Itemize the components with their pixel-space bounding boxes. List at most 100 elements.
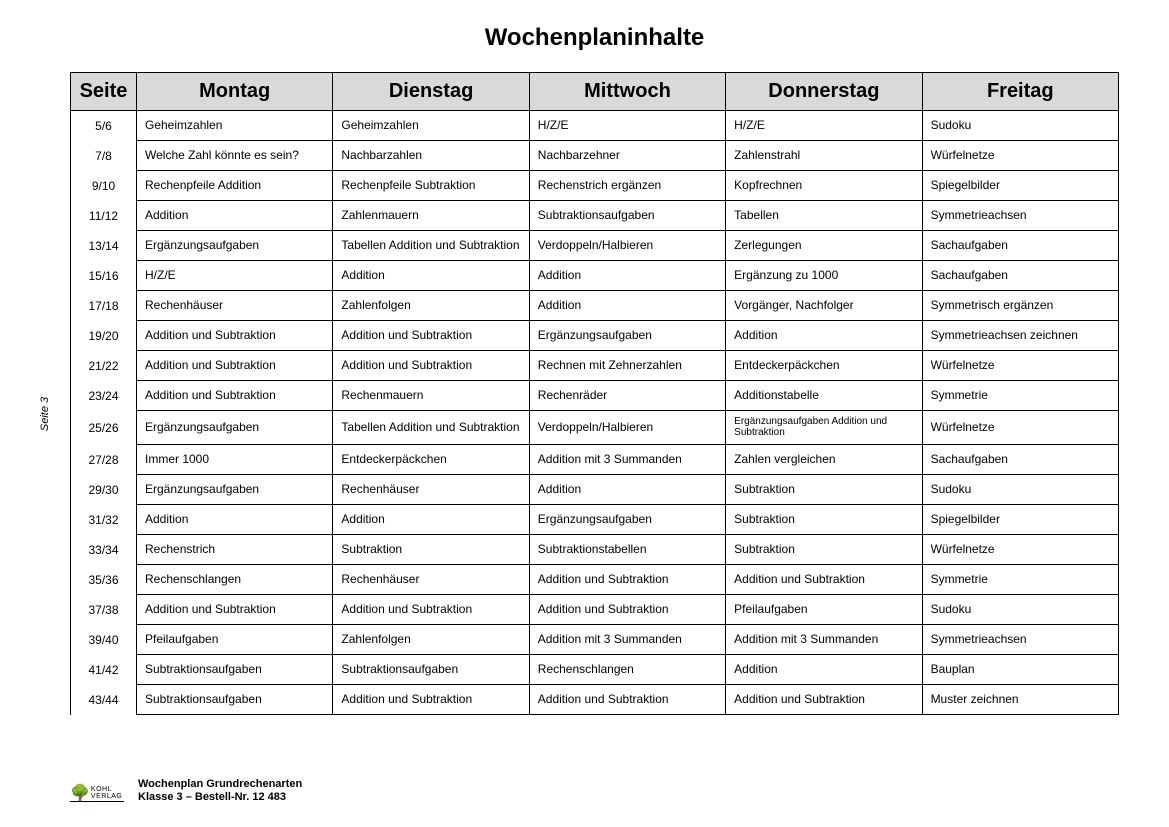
day-cell: Ergänzungsaufgaben — [137, 411, 333, 445]
seite-cell: 35/36 — [71, 565, 137, 595]
day-cell: Zahlenfolgen — [333, 625, 529, 655]
page: Seite 3 Wochenplaninhalte Seite Montag D… — [0, 0, 1169, 827]
day-cell: Addition — [333, 261, 529, 291]
day-cell: Sachaufgaben — [922, 261, 1118, 291]
day-cell: Additionstabelle — [726, 381, 922, 411]
seite-cell: 23/24 — [71, 381, 137, 411]
table-row: 21/22Addition und SubtraktionAddition un… — [71, 351, 1119, 381]
day-cell: Rechenschlangen — [137, 565, 333, 595]
seite-cell: 17/18 — [71, 291, 137, 321]
seite-cell: 7/8 — [71, 141, 137, 171]
table-row: 41/42SubtraktionsaufgabenSubtraktionsauf… — [71, 655, 1119, 685]
day-cell: Würfelnetze — [922, 411, 1118, 445]
day-cell: Sudoku — [922, 475, 1118, 505]
day-cell: Addition mit 3 Summanden — [529, 445, 725, 475]
publisher-logo: 🌳 KOHL VERLAG — [70, 780, 124, 802]
day-cell: Addition und Subtraktion — [137, 381, 333, 411]
table-row: 35/36RechenschlangenRechenhäuserAddition… — [71, 565, 1119, 595]
day-cell: Addition — [726, 321, 922, 351]
table-row: 11/12AdditionZahlenmauernSubtraktionsauf… — [71, 201, 1119, 231]
side-page-label: Seite 3 — [39, 396, 51, 430]
day-cell: Spiegelbilder — [922, 171, 1118, 201]
day-cell: Zahlenfolgen — [333, 291, 529, 321]
day-cell: Addition und Subtraktion — [726, 565, 922, 595]
day-cell: Pfeilaufgaben — [137, 625, 333, 655]
day-cell: Zahlenmauern — [333, 201, 529, 231]
seite-cell: 5/6 — [71, 111, 137, 141]
day-cell: H/Z/E — [726, 111, 922, 141]
day-cell: Symmetrie — [922, 565, 1118, 595]
page-title: Wochenplaninhalte — [70, 24, 1119, 52]
col-montag: Montag — [137, 73, 333, 111]
seite-cell: 31/32 — [71, 505, 137, 535]
day-cell: Addition und Subtraktion — [529, 565, 725, 595]
day-cell: Nachbarzehner — [529, 141, 725, 171]
seite-cell: 33/34 — [71, 535, 137, 565]
footer-line2: Klasse 3 – Bestell-Nr. 12 483 — [138, 791, 302, 805]
day-cell: Bauplan — [922, 655, 1118, 685]
day-cell: Ergänzung zu 1000 — [726, 261, 922, 291]
day-cell: Subtraktion — [726, 475, 922, 505]
day-cell: Addition — [137, 505, 333, 535]
day-cell: Zahlenstrahl — [726, 141, 922, 171]
footer: 🌳 KOHL VERLAG Wochenplan Grundrechenarte… — [70, 778, 302, 806]
day-cell: Addition und Subtraktion — [529, 595, 725, 625]
day-cell: Rechenhäuser — [137, 291, 333, 321]
day-cell: Verdoppeln/Halbieren — [529, 411, 725, 445]
day-cell: Geheimzahlen — [137, 111, 333, 141]
day-cell: Vorgänger, Nachfolger — [726, 291, 922, 321]
day-cell: Subtraktion — [333, 535, 529, 565]
day-cell: Geheimzahlen — [333, 111, 529, 141]
seite-cell: 9/10 — [71, 171, 137, 201]
day-cell: Verdoppeln/Halbieren — [529, 231, 725, 261]
seite-cell: 43/44 — [71, 685, 137, 715]
seite-cell: 29/30 — [71, 475, 137, 505]
day-cell: Würfelnetze — [922, 351, 1118, 381]
day-cell: Rechenstrich — [137, 535, 333, 565]
day-cell: Zahlen vergleichen — [726, 445, 922, 475]
day-cell: Rechenpfeile Subtraktion — [333, 171, 529, 201]
day-cell: Würfelnetze — [922, 535, 1118, 565]
table-row: 29/30ErgänzungsaufgabenRechenhäuserAddit… — [71, 475, 1119, 505]
day-cell: Symmetrieachsen — [922, 201, 1118, 231]
tree-icon: 🌳 — [70, 786, 90, 802]
day-cell: Sachaufgaben — [922, 231, 1118, 261]
day-cell: Zerlegungen — [726, 231, 922, 261]
day-cell: Addition und Subtraktion — [137, 321, 333, 351]
day-cell: Sudoku — [922, 111, 1118, 141]
table-row: 33/34RechenstrichSubtraktionSubtraktions… — [71, 535, 1119, 565]
day-cell: Tabellen — [726, 201, 922, 231]
seite-cell: 19/20 — [71, 321, 137, 351]
day-cell: Addition — [726, 655, 922, 685]
day-cell: Spiegelbilder — [922, 505, 1118, 535]
col-seite: Seite — [71, 73, 137, 111]
table-row: 19/20Addition und SubtraktionAddition un… — [71, 321, 1119, 351]
seite-cell: 15/16 — [71, 261, 137, 291]
table-row: 5/6GeheimzahlenGeheimzahlenH/Z/EH/Z/ESud… — [71, 111, 1119, 141]
seite-cell: 11/12 — [71, 201, 137, 231]
day-cell: Tabellen Addition und Subtraktion — [333, 411, 529, 445]
seite-cell: 37/38 — [71, 595, 137, 625]
day-cell: Subtraktionsaufgaben — [529, 201, 725, 231]
day-cell: Addition und Subtraktion — [333, 351, 529, 381]
day-cell: Rechenschlangen — [529, 655, 725, 685]
day-cell: Sachaufgaben — [922, 445, 1118, 475]
day-cell: H/Z/E — [529, 111, 725, 141]
day-cell: Addition — [529, 291, 725, 321]
day-cell: Entdeckerpäckchen — [726, 351, 922, 381]
col-freitag: Freitag — [922, 73, 1118, 111]
day-cell: Sudoku — [922, 595, 1118, 625]
day-cell: Ergänzungsaufgaben — [529, 321, 725, 351]
col-mittwoch: Mittwoch — [529, 73, 725, 111]
day-cell: Addition — [529, 475, 725, 505]
table-row: 25/26ErgänzungsaufgabenTabellen Addition… — [71, 411, 1119, 445]
col-dienstag: Dienstag — [333, 73, 529, 111]
day-cell: Symmetrie — [922, 381, 1118, 411]
table-row: 7/8Welche Zahl könnte es sein?Nachbarzah… — [71, 141, 1119, 171]
weekplan-table: Seite Montag Dienstag Mittwoch Donnersta… — [70, 72, 1119, 715]
day-cell: H/Z/E — [137, 261, 333, 291]
day-cell: Addition — [333, 505, 529, 535]
day-cell: Addition und Subtraktion — [529, 685, 725, 715]
seite-cell: 41/42 — [71, 655, 137, 685]
day-cell: Addition und Subtraktion — [333, 685, 529, 715]
